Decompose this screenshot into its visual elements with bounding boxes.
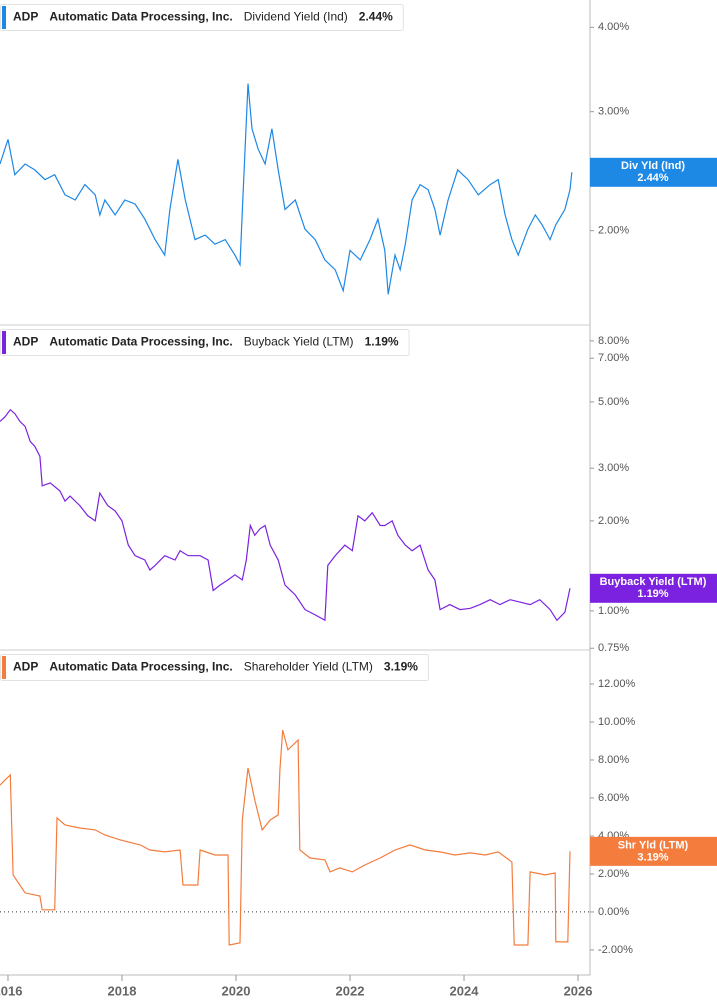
legend-swatch bbox=[2, 331, 6, 354]
y-tick-label: 2.00% bbox=[598, 515, 629, 527]
legend-company: Automatic Data Processing, Inc. bbox=[49, 660, 232, 674]
legend-ticker: ADP bbox=[13, 660, 38, 674]
legend-ticker: ADP bbox=[13, 335, 38, 349]
y-tick-label: 3.00% bbox=[598, 106, 629, 118]
x-tick-label: 2026 bbox=[564, 983, 593, 998]
series-line bbox=[0, 83, 573, 295]
legend-box bbox=[0, 329, 410, 356]
legend: ADP Automatic Data Processing, Inc. Buybac… bbox=[0, 329, 410, 356]
legend-value-label: 2.44% bbox=[359, 10, 393, 24]
legend-company: Automatic Data Processing, Inc. bbox=[49, 10, 232, 24]
y-tick-label: -2.00% bbox=[598, 944, 633, 956]
y-tick-label: 3.00% bbox=[598, 462, 629, 474]
legend-ticker: ADP bbox=[13, 10, 38, 24]
y-tick-label: 8.00% bbox=[598, 754, 629, 766]
legend-company: Automatic Data Processing, Inc. bbox=[49, 335, 232, 349]
x-tick-label: 2018 bbox=[108, 983, 137, 998]
value-tag bbox=[590, 573, 717, 603]
value-tag bbox=[590, 157, 717, 187]
y-tick-label: 2.00% bbox=[598, 868, 629, 880]
value-tag-name: Shr Yld (LTM) bbox=[618, 839, 689, 851]
value-tag-value: 3.19% bbox=[637, 851, 668, 863]
value-tag-value: 2.44% bbox=[637, 172, 668, 184]
y-tick-label: 2.00% bbox=[598, 225, 629, 237]
legend-metric: Dividend Yield (Ind) bbox=[244, 10, 348, 24]
series-line bbox=[0, 408, 571, 622]
y-tick-label: 5.00% bbox=[598, 396, 629, 408]
legend-swatch bbox=[2, 656, 6, 679]
x-tick-label: 2022 bbox=[336, 983, 365, 998]
x-tick-label: 2016 bbox=[0, 983, 22, 998]
y-tick-label: 1.00% bbox=[598, 605, 629, 617]
x-tick-label: 2024 bbox=[450, 983, 480, 998]
y-tick-label: 7.00% bbox=[598, 352, 629, 364]
value-tag-name: Buyback Yield (LTM) bbox=[600, 576, 707, 588]
legend-box bbox=[0, 654, 429, 681]
y-tick-label: 0.75% bbox=[598, 642, 629, 654]
legend: ADP Automatic Data Processing, Inc. Shareh… bbox=[0, 654, 429, 681]
y-tick-label: 4.00% bbox=[598, 21, 629, 33]
legend-swatch bbox=[2, 6, 6, 29]
y-tick-label: 6.00% bbox=[598, 792, 629, 804]
value-tag-name: Div Yld (Ind) bbox=[621, 160, 685, 172]
legend: ADP Automatic Data Processing, Inc. Divide… bbox=[0, 4, 404, 31]
value-tag bbox=[590, 836, 717, 866]
series-line bbox=[0, 729, 571, 946]
y-tick-label: 8.00% bbox=[598, 335, 629, 347]
legend-metric: Buyback Yield (LTM) bbox=[244, 335, 354, 349]
legend-value-label: 3.19% bbox=[384, 660, 418, 674]
x-tick-label: 2020 bbox=[222, 983, 251, 998]
y-tick-label: 0.00% bbox=[598, 906, 629, 918]
legend-box bbox=[0, 4, 404, 31]
legend-metric: Shareholder Yield (LTM) bbox=[244, 660, 373, 674]
y-tick-label: 12.00% bbox=[598, 678, 636, 690]
legend-value-label: 1.19% bbox=[365, 335, 399, 349]
value-tag-value: 1.19% bbox=[637, 588, 668, 600]
y-tick-label: 10.00% bbox=[598, 716, 636, 728]
